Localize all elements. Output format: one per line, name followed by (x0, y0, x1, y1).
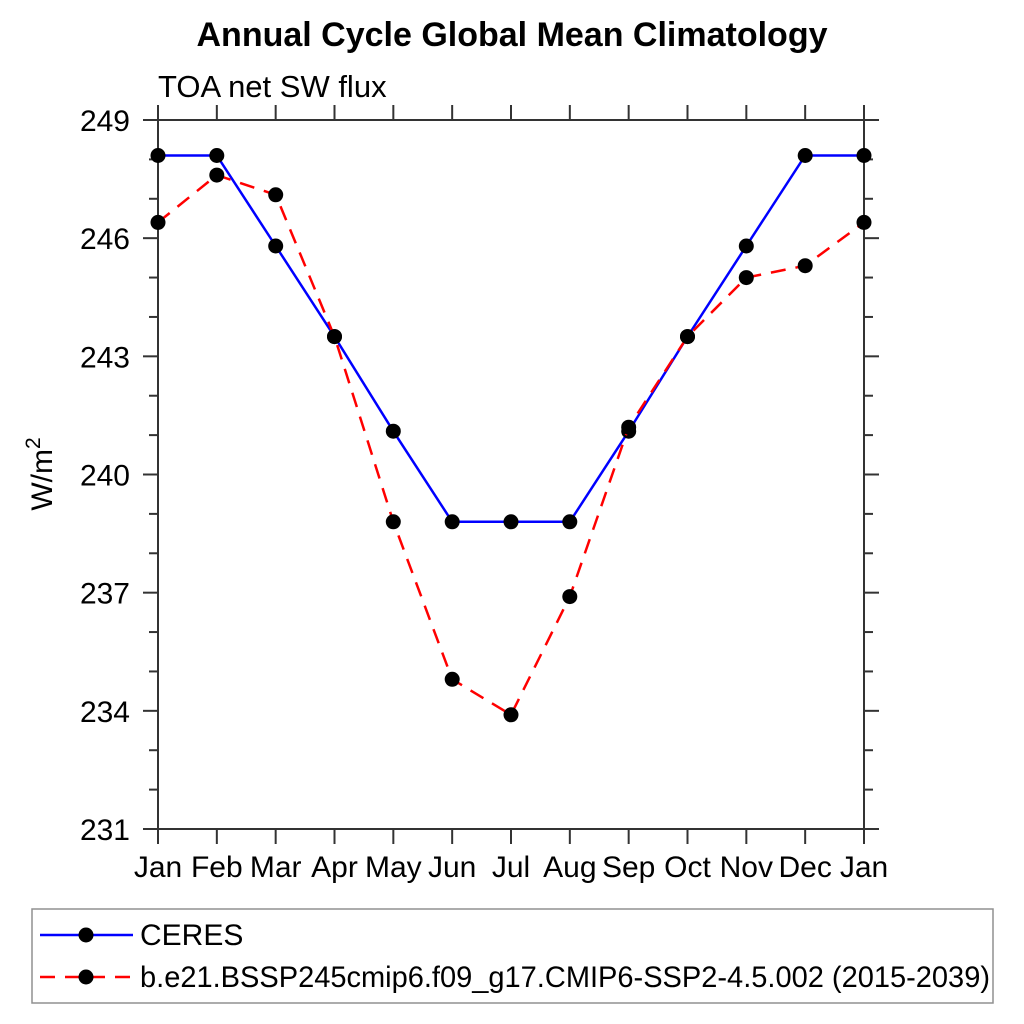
ceres-data-point-marker (856, 148, 872, 163)
model-data-point-marker (150, 214, 166, 230)
model-data-point-marker (856, 214, 872, 230)
y-tick-label: 234 (80, 696, 130, 729)
model-data-point-marker (503, 707, 519, 723)
y-axis-title-base: W/m (26, 449, 59, 511)
plot-area: 231 234 237 240 243 246 249 Jan Feb Mar Apr May Jun J… (80, 105, 888, 884)
model-line (157, 173, 865, 717)
y-tick-label: 243 (80, 341, 130, 374)
x-tick-label: Jun (428, 851, 476, 884)
legend-entry-model: b.e21.BSSP245cmip6.f09_g17.CMIP6-SSP2-4.… (40, 961, 990, 994)
model-data-point-marker (738, 270, 754, 286)
x-tick-label: Jul (492, 851, 530, 884)
legend-marker-icon (78, 927, 94, 943)
x-tick-label: Feb (191, 851, 243, 884)
x-tick-label: Oct (664, 851, 711, 884)
ceres-data-point-marker (268, 238, 284, 254)
model-data-point-marker (268, 187, 284, 203)
ceres-data-point-marker (738, 238, 754, 254)
ceres-line (158, 154, 864, 524)
ceres-data-point-marker (444, 514, 460, 530)
y-tick-label: 249 (80, 105, 130, 138)
y-tick-label: 240 (80, 460, 130, 493)
legend-label-ceres: CERES (140, 919, 243, 952)
model-data-point-marker (444, 671, 460, 687)
model-data-point-marker (385, 514, 401, 530)
y-tick-label: 231 (80, 814, 130, 847)
legend-box (31, 908, 994, 1004)
ceres-data-point-marker (562, 514, 578, 530)
chart-subtitle: TOA net SW flux (158, 69, 387, 104)
y-axis-title: W/m2 (22, 437, 59, 510)
legend-entry-ceres: CERES (40, 919, 243, 952)
x-tick-label: Dec (778, 851, 831, 884)
model-data-point-marker (621, 419, 637, 435)
x-tick-label: Mar (250, 851, 302, 884)
ceres-data-point-marker (503, 514, 519, 530)
legend: CERES b.e21.BSSP245cmip6.f09_g17.CMIP6-S… (31, 908, 994, 1004)
ceres-data-point-marker (797, 148, 813, 163)
ceres-data-point-marker (385, 423, 401, 439)
model-data-point-marker (327, 329, 342, 345)
ceres-data-point-marker (209, 148, 225, 163)
y-tick-label: 237 (80, 578, 130, 611)
x-tick-label: Aug (543, 851, 596, 884)
x-tick-label: Jan (134, 851, 182, 884)
y-axis-title-superscript: 2 (22, 437, 45, 449)
chart-title: Annual Cycle Global Mean Climatology (197, 16, 828, 54)
model-data-point-marker (680, 329, 695, 345)
model-data-point-marker (797, 258, 813, 274)
x-tick-label: Jan (840, 851, 888, 884)
legend-marker-icon (78, 969, 94, 985)
model-data-point-marker (562, 589, 578, 605)
x-tick-label: Apr (311, 851, 358, 884)
x-tick-label: May (365, 851, 422, 884)
ceres-data-point-marker (150, 148, 166, 163)
x-tick-label: Sep (602, 851, 655, 884)
x-tick-label: Nov (720, 851, 773, 884)
model-data-point-marker (209, 167, 225, 183)
legend-label-model: b.e21.BSSP245cmip6.f09_g17.CMIP6-SSP2-4.… (140, 961, 990, 994)
y-tick-label: 246 (80, 223, 130, 256)
